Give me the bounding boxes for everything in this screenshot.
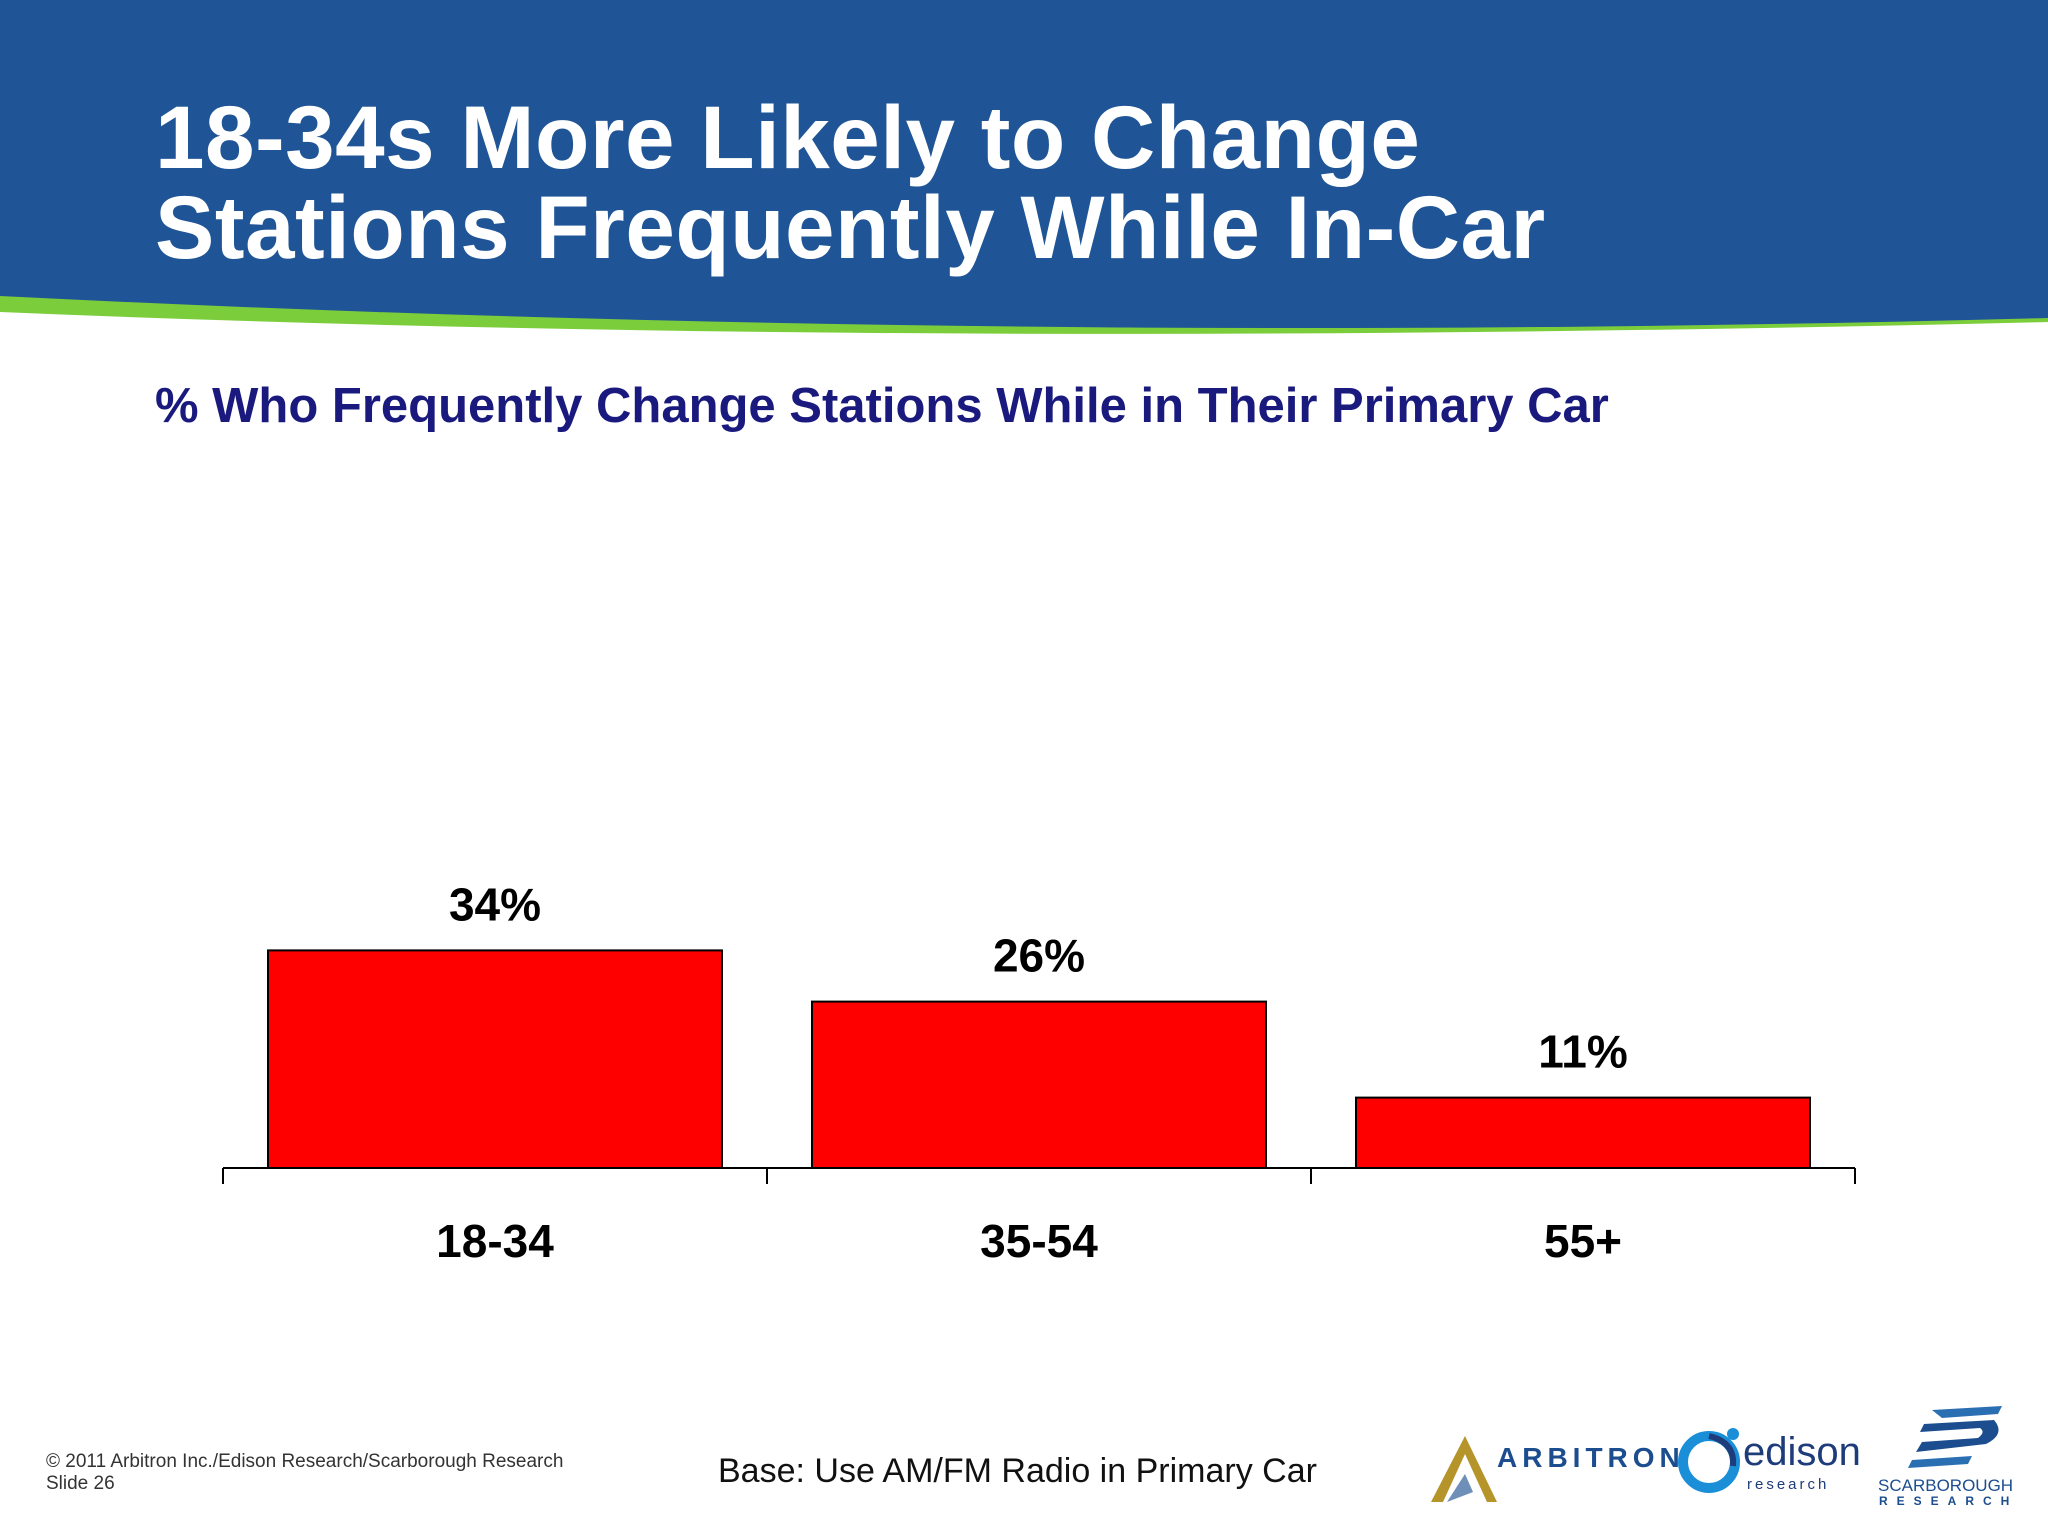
edison-wordmark: edison <box>1743 1430 1861 1474</box>
scarborough-s-icon <box>1908 1406 2002 1468</box>
scarborough-subtext: RESEARCH <box>1879 1494 2019 1508</box>
slide-title: 18-34s More Likely to Change Stations Fr… <box>155 92 1955 272</box>
scarborough-wordmark: SCARBOROUGH <box>1878 1476 2014 1495</box>
slide-title-line-1: 18-34s More Likely to Change <box>155 87 1421 187</box>
arbitron-triangle-icon <box>1431 1436 1497 1502</box>
base-note: Base: Use AM/FM Radio in Primary Car <box>718 1452 1317 1490</box>
copyright-text: © 2011 Arbitron Inc./Edison Research/Sca… <box>46 1451 564 1472</box>
category-label-55+: 55+ <box>1544 1215 1622 1267</box>
edison-subtext: research <box>1747 1476 1830 1493</box>
data-label-55+: 11% <box>1538 1026 1628 1078</box>
scarborough-logo: SCARBOROUGH RESEARCH <box>1872 1400 2022 1510</box>
data-label-35-54: 26% <box>993 930 1085 982</box>
arbitron-logo: ARBITRON <box>1425 1430 1680 1510</box>
edison-logo: edison research <box>1675 1420 1861 1510</box>
category-label-18-34: 18-34 <box>436 1215 554 1267</box>
slide-title-line-2: Stations Frequently While In-Car <box>155 177 1546 277</box>
chart-title: % Who Frequently Change Stations While i… <box>155 379 1609 433</box>
arbitron-wordmark: ARBITRON <box>1497 1442 1685 1473</box>
bar-18-34 <box>267 949 723 1170</box>
bar-55+ <box>1355 1096 1811 1169</box>
bar-35-54 <box>811 1000 1267 1169</box>
header-blue-band <box>0 0 2048 329</box>
edison-swirl-icon <box>1678 1428 1740 1493</box>
slide-number: Slide 26 <box>46 1473 115 1494</box>
header-banner <box>0 0 2048 334</box>
category-label-35-54: 35-54 <box>980 1215 1098 1267</box>
data-label-18-34: 34% <box>449 878 541 930</box>
footer-copyright-block: © 2011 Arbitron Inc./Edison Research/Sca… <box>46 1451 563 1495</box>
